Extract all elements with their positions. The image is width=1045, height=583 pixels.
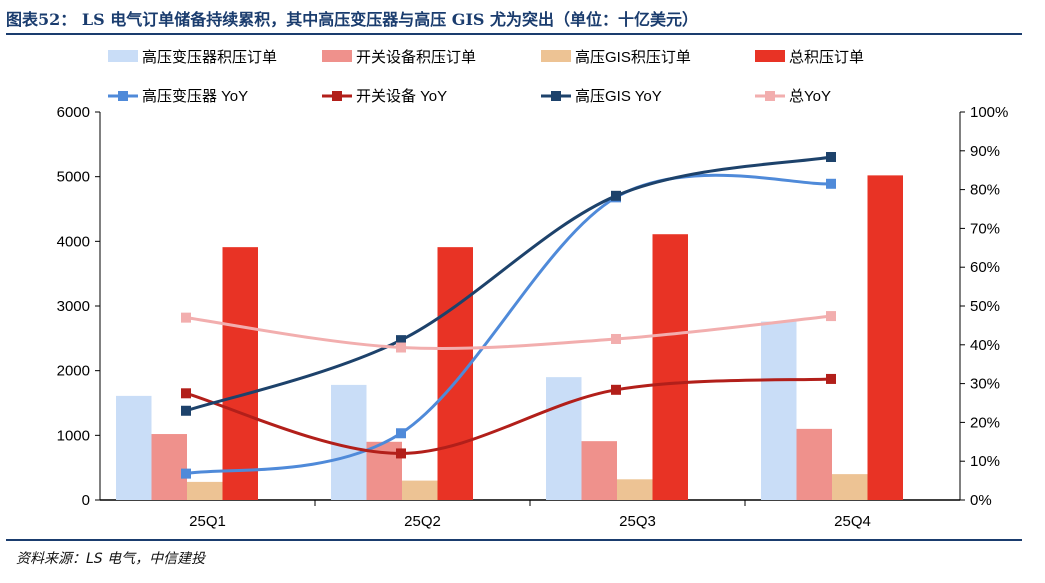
legend-swatch: [322, 50, 352, 62]
legend-label: 高压GIS YoY: [575, 88, 662, 105]
bar-3-25Q3: [617, 479, 653, 500]
bar-3-25Q4: [832, 474, 868, 500]
left-tick-label: 2000: [57, 363, 90, 380]
legend-label: 开关设备积压订单: [356, 49, 476, 66]
marker-4-25Q4: [826, 311, 836, 322]
left-tick-label: 3000: [57, 298, 90, 315]
right-tick-label: 20%: [970, 414, 1000, 431]
legend-label: 高压GIS积压订单: [575, 49, 691, 66]
right-tick-label: 100%: [970, 104, 1008, 121]
left-tick-label: 5000: [57, 169, 90, 186]
bar-2-25Q4: [796, 428, 832, 500]
marker-2-25Q3: [611, 384, 621, 395]
marker-3-25Q3: [611, 190, 621, 201]
right-tick-label: 10%: [970, 453, 1000, 470]
marker-2-25Q1: [181, 388, 191, 399]
marker-4-25Q2: [396, 342, 406, 353]
marker-4-25Q3: [611, 333, 621, 344]
left-tick-label: 6000: [57, 104, 90, 121]
bar-1-25Q4: [761, 321, 797, 500]
bar-4-25Q1: [222, 247, 258, 500]
bar-1-25Q2: [331, 384, 367, 500]
legend-label: 总YoY: [789, 88, 831, 105]
marker-1-25Q2: [396, 428, 406, 439]
line-3: [185, 155, 832, 413]
left-tick-label: 0: [82, 492, 90, 509]
marker-2-25Q4: [826, 373, 836, 384]
marker-2-25Q2: [396, 448, 406, 459]
marker-3-25Q2: [396, 335, 406, 346]
legend-marker: [551, 91, 561, 101]
legend-marker: [765, 91, 775, 101]
bar-3-25Q2: [402, 480, 438, 500]
legend-label: 高压变压器积压订单: [142, 49, 277, 66]
bar-4-25Q2: [437, 247, 473, 500]
legend-marker: [332, 91, 342, 101]
left-tick-label: 4000: [57, 233, 90, 250]
marker-1-25Q1: [181, 468, 191, 479]
legend-marker: [118, 91, 128, 101]
right-tick-label: 40%: [970, 337, 1000, 354]
right-tick-label: 70%: [970, 220, 1000, 237]
legend-label: 开关设备 YoY: [356, 88, 447, 105]
right-tick-label: 50%: [970, 298, 1000, 315]
marker-1-25Q4: [826, 178, 836, 189]
bar-2-25Q3: [581, 441, 617, 500]
line-1: [185, 173, 832, 476]
bar-3-25Q1: [187, 481, 223, 500]
bar-1-25Q3: [546, 377, 582, 500]
x-tick-label: 25Q1: [189, 513, 226, 530]
legend-swatch: [541, 50, 571, 62]
bar-1-25Q1: [116, 395, 152, 500]
right-tick-label: 30%: [970, 376, 1000, 393]
bottom-rule: [6, 539, 1022, 541]
legend-label: 总积压订单: [789, 49, 864, 66]
line-4: [185, 314, 832, 350]
x-tick-label: 25Q4: [834, 513, 871, 530]
bar-4-25Q4: [867, 175, 903, 500]
chart-title: 图表52： LS 电气订单储备持续累积，其中高压变压器与高压 GIS 尤为突出（…: [6, 10, 699, 29]
marker-4-25Q1: [181, 312, 191, 323]
left-tick-label: 1000: [57, 427, 90, 444]
bar-4-25Q3: [652, 234, 688, 500]
marker-3-25Q1: [181, 405, 191, 416]
legend-label: 高压变压器 YoY: [142, 88, 248, 105]
right-tick-label: 90%: [970, 143, 1000, 160]
bar-2-25Q1: [151, 434, 187, 500]
line-2: [185, 377, 832, 455]
marker-3-25Q4: [826, 152, 836, 163]
right-tick-label: 80%: [970, 182, 1000, 199]
legend-swatch: [755, 50, 785, 62]
right-tick-label: 60%: [970, 259, 1000, 276]
source-note: 资料来源：LS 电气，中信建投: [16, 551, 206, 567]
right-tick-label: 0%: [970, 492, 992, 509]
x-tick-label: 25Q3: [619, 513, 656, 530]
x-tick-label: 25Q2: [404, 513, 441, 530]
legend-swatch: [108, 50, 138, 62]
top-rule: [6, 33, 1022, 35]
